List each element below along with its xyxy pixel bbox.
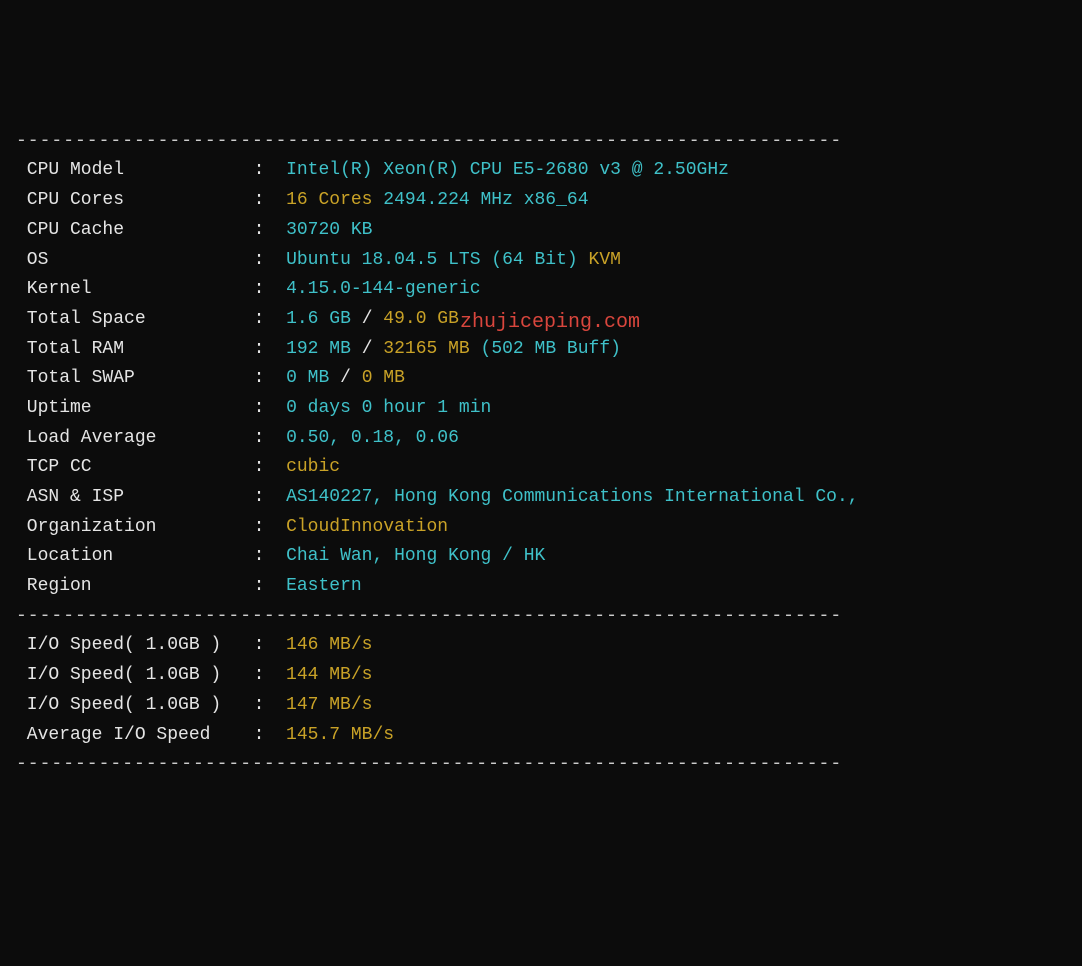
row-label: I/O Speed( 1.0GB ): [16, 635, 254, 655]
row-value: 32165 MB: [383, 339, 480, 359]
row-label: Uptime: [16, 398, 243, 418]
system-info-row: Organization : CloudInnovation: [16, 513, 1066, 543]
row-value: cubic: [286, 457, 340, 477]
io-speed-row: I/O Speed( 1.0GB ) : 144 MB/s: [16, 661, 1066, 691]
row-label: ASN & ISP: [16, 487, 243, 507]
row-colon: :: [243, 398, 286, 418]
row-label: Region: [16, 576, 243, 596]
row-value: 0 MB: [286, 368, 340, 388]
row-value: 30720 KB: [286, 220, 372, 240]
io-speed-row: I/O Speed( 1.0GB ) : 147 MB/s: [16, 691, 1066, 721]
system-info-row: Kernel : 4.15.0-144-generic: [16, 275, 1066, 305]
separator-line: ----------------------------------------…: [16, 750, 1066, 780]
row-value: Intel(R) Xeon(R) CPU E5-2680 v3 @ 2.50GH…: [286, 160, 729, 180]
row-label: Location: [16, 546, 243, 566]
row-value: /: [362, 309, 384, 329]
row-value: 1.6 GB: [286, 309, 362, 329]
row-label: Total Space: [16, 309, 243, 329]
row-colon: :: [243, 546, 286, 566]
io-speed-row: I/O Speed( 1.0GB ) : 146 MB/s: [16, 631, 1066, 661]
row-value: 0 days 0 hour 1 min: [286, 398, 491, 418]
row-label: CPU Model: [16, 160, 243, 180]
row-label: CPU Cache: [16, 220, 243, 240]
row-colon: :: [254, 695, 286, 715]
row-label: Total SWAP: [16, 368, 243, 388]
system-info-row: Location : Chai Wan, Hong Kong / HK: [16, 542, 1066, 572]
row-value: KVM: [589, 250, 621, 270]
row-value: 49.0 GB: [383, 309, 459, 329]
row-label: Total RAM: [16, 339, 243, 359]
system-info-row: Total SWAP : 0 MB / 0 MB: [16, 364, 1066, 394]
system-info-row: Region : Eastern: [16, 572, 1066, 602]
row-value: 144 MB/s: [286, 665, 372, 685]
row-value: 0.50, 0.18, 0.06: [286, 428, 459, 448]
row-value: 147 MB/s: [286, 695, 372, 715]
io-speed-row: Average I/O Speed : 145.7 MB/s: [16, 721, 1066, 751]
row-label: Average I/O Speed: [16, 725, 254, 745]
row-value: Ubuntu 18.04.5 LTS (64 Bit): [286, 250, 588, 270]
row-value: /: [340, 368, 362, 388]
system-info-row: CPU Cores : 16 Cores 2494.224 MHz x86_64: [16, 186, 1066, 216]
row-label: I/O Speed( 1.0GB ): [16, 695, 254, 715]
system-info-row: TCP CC : cubic: [16, 453, 1066, 483]
row-colon: :: [243, 190, 286, 210]
row-colon: :: [243, 457, 286, 477]
row-value: 4.15.0-144-generic: [286, 279, 480, 299]
row-value: CloudInnovation: [286, 517, 448, 537]
row-label: CPU Cores: [16, 190, 243, 210]
row-label: OS: [16, 250, 243, 270]
row-label: Kernel: [16, 279, 243, 299]
row-label: Organization: [16, 517, 243, 537]
row-colon: :: [243, 160, 286, 180]
system-info-row: CPU Cache : 30720 KB: [16, 216, 1066, 246]
system-info-row: Uptime : 0 days 0 hour 1 min: [16, 394, 1066, 424]
row-label: TCP CC: [16, 457, 243, 477]
system-info-row: CPU Model : Intel(R) Xeon(R) CPU E5-2680…: [16, 156, 1066, 186]
row-label: Load Average: [16, 428, 243, 448]
system-info-row: Total Space : 1.6 GB / 49.0 GB: [16, 305, 1066, 335]
system-info-row: ASN & ISP : AS140227, Hong Kong Communic…: [16, 483, 1066, 513]
row-colon: :: [254, 635, 286, 655]
terminal-output: ----------------------------------------…: [16, 127, 1066, 780]
row-colon: :: [243, 279, 286, 299]
row-value: 16 Cores: [286, 190, 383, 210]
row-value: Eastern: [286, 576, 362, 596]
system-info-row: Load Average : 0.50, 0.18, 0.06: [16, 424, 1066, 454]
row-colon: :: [243, 576, 286, 596]
row-colon: :: [254, 725, 286, 745]
row-colon: :: [243, 428, 286, 448]
row-value: 2494.224 MHz x86_64: [383, 190, 588, 210]
row-value: 146 MB/s: [286, 635, 372, 655]
row-value: /: [362, 339, 384, 359]
row-value: (502 MB Buff): [481, 339, 621, 359]
separator-line: ----------------------------------------…: [16, 602, 1066, 632]
row-colon: :: [243, 487, 286, 507]
row-colon: :: [243, 220, 286, 240]
row-colon: :: [243, 517, 286, 537]
row-value: 0 MB: [362, 368, 405, 388]
row-value: 192 MB: [286, 339, 362, 359]
row-label: I/O Speed( 1.0GB ): [16, 665, 254, 685]
row-value: AS140227, Hong Kong Communications Inter…: [286, 487, 859, 507]
row-colon: :: [243, 368, 286, 388]
row-colon: :: [243, 309, 286, 329]
row-colon: :: [254, 665, 286, 685]
row-colon: :: [243, 339, 286, 359]
row-value: 145.7 MB/s: [286, 725, 394, 745]
system-info-row: Total RAM : 192 MB / 32165 MB (502 MB Bu…: [16, 335, 1066, 365]
system-info-row: OS : Ubuntu 18.04.5 LTS (64 Bit) KVM: [16, 246, 1066, 276]
row-value: Chai Wan, Hong Kong / HK: [286, 546, 545, 566]
separator-line: ----------------------------------------…: [16, 127, 1066, 157]
row-colon: :: [243, 250, 286, 270]
